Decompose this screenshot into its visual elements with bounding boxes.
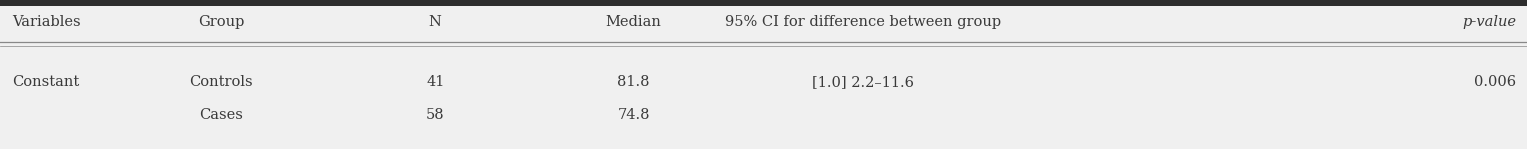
Text: 95% CI for difference between group: 95% CI for difference between group (725, 15, 1000, 29)
Text: Cases: Cases (200, 108, 243, 122)
Text: [1.0] 2.2–11.6: [1.0] 2.2–11.6 (812, 75, 913, 89)
Text: Median: Median (606, 15, 661, 29)
Text: 74.8: 74.8 (617, 108, 651, 122)
Text: 58: 58 (426, 108, 444, 122)
Text: Constant: Constant (12, 75, 79, 89)
Text: Variables: Variables (12, 15, 81, 29)
Text: 0.006: 0.006 (1474, 75, 1516, 89)
Text: p-value: p-value (1463, 15, 1516, 29)
Text: 81.8: 81.8 (617, 75, 651, 89)
Bar (0, 0, 1527, 6)
Text: Group: Group (199, 15, 244, 29)
Text: 41: 41 (426, 75, 444, 89)
Text: N: N (429, 15, 441, 29)
Text: Controls: Controls (189, 75, 253, 89)
